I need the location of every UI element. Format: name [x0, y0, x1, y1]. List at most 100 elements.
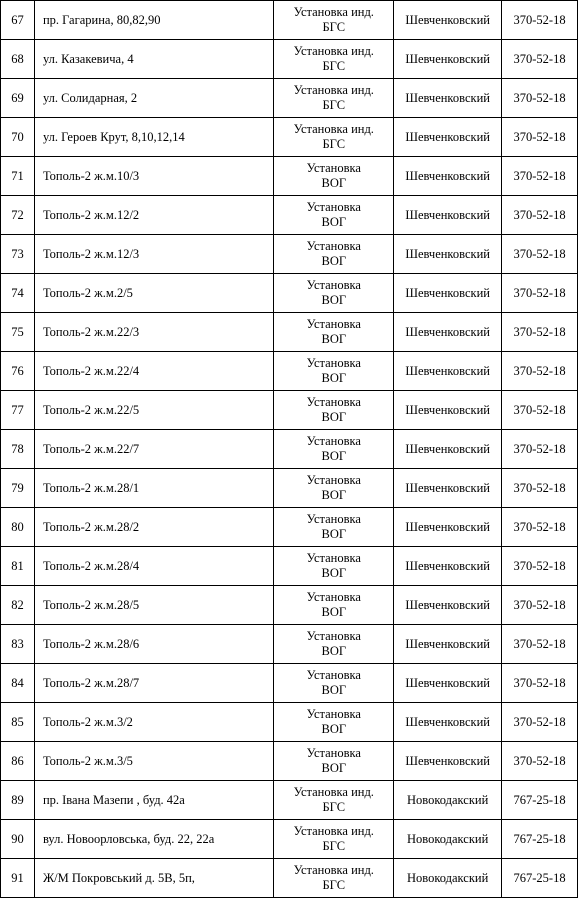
cell-addr: вул. Новоорловська, буд. 22, 22а — [34, 820, 273, 859]
cell-district: Шевченковский — [394, 118, 502, 157]
cell-install: УстановкаВОГ — [274, 313, 394, 352]
table-row: 76Тополь-2 ж.м.22/4УстановкаВОГШевченков… — [1, 352, 578, 391]
cell-phone: 370-52-18 — [502, 508, 578, 547]
table-row: 81Тополь-2 ж.м.28/4УстановкаВОГШевченков… — [1, 547, 578, 586]
cell-phone: 370-52-18 — [502, 40, 578, 79]
table-row: 67пр. Гагарина, 80,82,90Установка инд.БГ… — [1, 1, 578, 40]
table-body: 67пр. Гагарина, 80,82,90Установка инд.БГ… — [1, 1, 578, 898]
table-row: 80Тополь-2 ж.м.28/2УстановкаВОГШевченков… — [1, 508, 578, 547]
cell-num: 70 — [1, 118, 35, 157]
table-row: 75Тополь-2 ж.м.22/3УстановкаВОГШевченков… — [1, 313, 578, 352]
table-row: 73Тополь-2 ж.м.12/3УстановкаВОГШевченков… — [1, 235, 578, 274]
cell-phone: 767-25-18 — [502, 859, 578, 898]
cell-phone: 370-52-18 — [502, 1, 578, 40]
cell-num: 76 — [1, 352, 35, 391]
cell-addr: Тополь-2 ж.м.28/5 — [34, 586, 273, 625]
cell-district: Шевченковский — [394, 430, 502, 469]
cell-district: Шевченковский — [394, 235, 502, 274]
cell-install: УстановкаВОГ — [274, 742, 394, 781]
cell-addr: Тополь-2 ж.м.22/4 — [34, 352, 273, 391]
table-row: 79Тополь-2 ж.м.28/1УстановкаВОГШевченков… — [1, 469, 578, 508]
cell-phone: 370-52-18 — [502, 625, 578, 664]
cell-install: УстановкаВОГ — [274, 508, 394, 547]
table-row: 89пр. Івана Мазепи , буд. 42аУстановка и… — [1, 781, 578, 820]
cell-addr: Тополь-2 ж.м.22/7 — [34, 430, 273, 469]
cell-addr: Тополь-2 ж.м.22/5 — [34, 391, 273, 430]
cell-install: Установка инд.БГС — [274, 79, 394, 118]
table-row: 70ул. Героев Крут, 8,10,12,14Установка и… — [1, 118, 578, 157]
cell-install: УстановкаВОГ — [274, 586, 394, 625]
cell-addr: Тополь-2 ж.м.12/2 — [34, 196, 273, 235]
table-row: 69ул. Солидарная, 2Установка инд.БГСШевч… — [1, 79, 578, 118]
cell-phone: 370-52-18 — [502, 274, 578, 313]
cell-addr: Тополь-2 ж.м.3/5 — [34, 742, 273, 781]
cell-addr: Тополь-2 ж.м.10/3 — [34, 157, 273, 196]
cell-install: Установка инд.БГС — [274, 1, 394, 40]
cell-install: Установка инд.БГС — [274, 859, 394, 898]
table-row: 91Ж/М Покровський д. 5В, 5п,Установка ин… — [1, 859, 578, 898]
cell-addr: ул. Казакевича, 4 — [34, 40, 273, 79]
cell-phone: 370-52-18 — [502, 235, 578, 274]
cell-install: Установка инд.БГС — [274, 118, 394, 157]
cell-install: УстановкаВОГ — [274, 469, 394, 508]
cell-district: Шевченковский — [394, 274, 502, 313]
cell-district: Шевченковский — [394, 1, 502, 40]
cell-install: УстановкаВОГ — [274, 235, 394, 274]
cell-install: УстановкаВОГ — [274, 352, 394, 391]
data-table: 67пр. Гагарина, 80,82,90Установка инд.БГ… — [0, 0, 578, 898]
cell-phone: 370-52-18 — [502, 430, 578, 469]
cell-addr: Тополь-2 ж.м.28/2 — [34, 508, 273, 547]
cell-num: 90 — [1, 820, 35, 859]
table-row: 82Тополь-2 ж.м.28/5УстановкаВОГШевченков… — [1, 586, 578, 625]
cell-district: Шевченковский — [394, 703, 502, 742]
cell-phone: 767-25-18 — [502, 820, 578, 859]
cell-num: 89 — [1, 781, 35, 820]
cell-district: Шевченковский — [394, 157, 502, 196]
cell-install: УстановкаВОГ — [274, 157, 394, 196]
cell-num: 74 — [1, 274, 35, 313]
table-row: 83Тополь-2 ж.м.28/6УстановкаВОГШевченков… — [1, 625, 578, 664]
cell-district: Шевченковский — [394, 40, 502, 79]
cell-install: Установка инд.БГС — [274, 781, 394, 820]
cell-district: Шевченковский — [394, 586, 502, 625]
cell-district: Шевченковский — [394, 625, 502, 664]
cell-district: Шевченковский — [394, 508, 502, 547]
cell-phone: 370-52-18 — [502, 664, 578, 703]
table-row: 71Тополь-2 ж.м.10/3УстановкаВОГШевченков… — [1, 157, 578, 196]
cell-install: Установка инд.БГС — [274, 40, 394, 79]
cell-addr: Тополь-2 ж.м.22/3 — [34, 313, 273, 352]
cell-addr: пр. Івана Мазепи , буд. 42а — [34, 781, 273, 820]
cell-district: Шевченковский — [394, 352, 502, 391]
cell-phone: 370-52-18 — [502, 352, 578, 391]
cell-district: Шевченковский — [394, 313, 502, 352]
cell-addr: Тополь-2 ж.м.28/1 — [34, 469, 273, 508]
cell-num: 68 — [1, 40, 35, 79]
cell-addr: Тополь-2 ж.м.3/2 — [34, 703, 273, 742]
cell-district: Шевченковский — [394, 79, 502, 118]
cell-district: Шевченковский — [394, 391, 502, 430]
cell-num: 81 — [1, 547, 35, 586]
cell-district: Шевченковский — [394, 196, 502, 235]
cell-addr: пр. Гагарина, 80,82,90 — [34, 1, 273, 40]
cell-phone: 370-52-18 — [502, 391, 578, 430]
cell-addr: Тополь-2 ж.м.28/4 — [34, 547, 273, 586]
table-row: 77Тополь-2 ж.м.22/5УстановкаВОГШевченков… — [1, 391, 578, 430]
table-row: 90вул. Новоорловська, буд. 22, 22аУстано… — [1, 820, 578, 859]
cell-num: 77 — [1, 391, 35, 430]
cell-phone: 767-25-18 — [502, 781, 578, 820]
cell-addr: Тополь-2 ж.м.2/5 — [34, 274, 273, 313]
cell-district: Шевченковский — [394, 469, 502, 508]
cell-num: 69 — [1, 79, 35, 118]
cell-install: УстановкаВОГ — [274, 664, 394, 703]
table-row: 74Тополь-2 ж.м.2/5УстановкаВОГШевченковс… — [1, 274, 578, 313]
cell-addr: Тополь-2 ж.м.12/3 — [34, 235, 273, 274]
cell-phone: 370-52-18 — [502, 469, 578, 508]
cell-district: Шевченковский — [394, 547, 502, 586]
cell-district: Новокодакский — [394, 859, 502, 898]
table-row: 72Тополь-2 ж.м.12/2УстановкаВОГШевченков… — [1, 196, 578, 235]
cell-phone: 370-52-18 — [502, 157, 578, 196]
cell-install: УстановкаВОГ — [274, 625, 394, 664]
table-row: 84Тополь-2 ж.м.28/7УстановкаВОГШевченков… — [1, 664, 578, 703]
cell-num: 80 — [1, 508, 35, 547]
cell-num: 72 — [1, 196, 35, 235]
